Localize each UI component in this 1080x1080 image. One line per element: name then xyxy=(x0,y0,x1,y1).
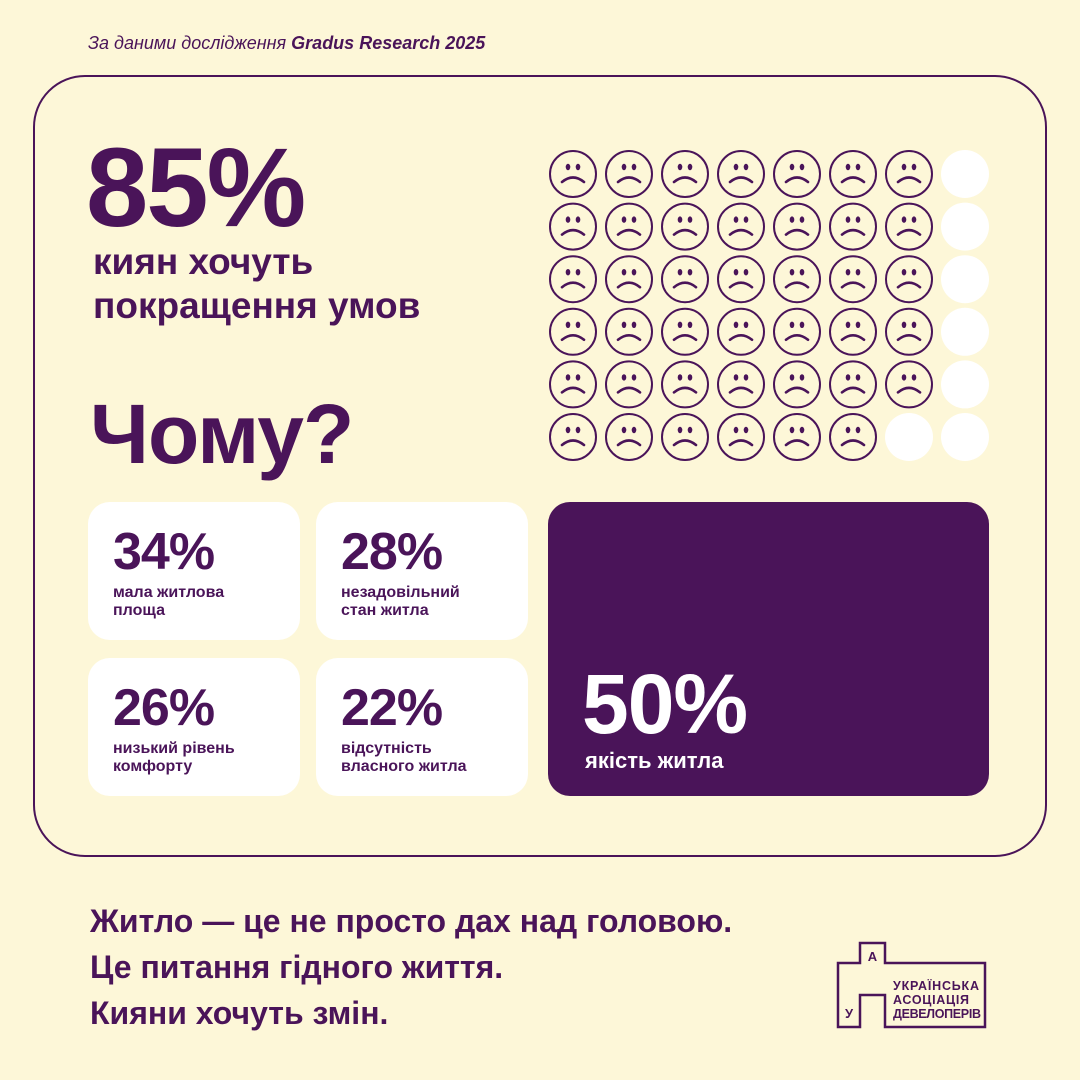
sad-face-icon xyxy=(717,360,765,409)
reason-label: мала житлова площа xyxy=(113,584,225,619)
tagline-line: Житло — це не просто дах над головою. xyxy=(90,903,733,939)
sad-face-icon xyxy=(717,255,765,304)
empty-circle xyxy=(941,360,989,409)
reason-value: 26% xyxy=(113,679,215,737)
reason-label: низький рівень комфорту xyxy=(113,740,235,775)
sad-face-icon xyxy=(661,202,709,251)
sad-face-icon xyxy=(829,307,877,356)
sad-face-icon xyxy=(605,202,653,251)
sad-face-icon xyxy=(885,307,933,356)
sad-face-icon xyxy=(605,255,653,304)
source-prefix: За даними дослідження xyxy=(88,33,292,53)
sad-face-icon xyxy=(661,307,709,356)
sad-face-icon xyxy=(549,150,597,198)
reason-card: 28% незадовільний стан житла xyxy=(316,502,528,640)
sad-face-icon xyxy=(549,413,597,461)
sad-face-icon xyxy=(549,202,597,251)
reason-card: 34% мала житлова площа xyxy=(88,502,300,640)
sad-face-icon xyxy=(885,202,933,251)
sad-face-icon xyxy=(605,360,653,409)
sad-face-icon xyxy=(773,255,821,304)
association-logo: А У УКРАЇНСЬКА АСОЦІАЦІЯ ДЕВЕЛОПЕРІВ xyxy=(836,941,987,1029)
sad-face-icon xyxy=(773,413,821,461)
tagline: Житло — це не просто дах над головою. Це… xyxy=(90,898,732,1036)
reason-value: 34% xyxy=(113,523,215,581)
sad-face-icon xyxy=(549,360,597,409)
headline-text: киян хочуть покращення умов xyxy=(93,240,420,328)
reason-value: 28% xyxy=(341,523,443,581)
headline-value: 85% xyxy=(86,125,306,250)
sad-face-icon xyxy=(773,360,821,409)
sad-face-icon xyxy=(661,255,709,304)
reason-label: відсутність власного житла xyxy=(341,740,467,775)
sad-face-icon xyxy=(829,360,877,409)
logo-letter-a: А xyxy=(868,949,878,964)
sad-face-icon xyxy=(773,202,821,251)
sad-face-icon xyxy=(549,255,597,304)
tagline-line: Це питання гідного життя. xyxy=(90,949,504,985)
sad-face-icon xyxy=(829,202,877,251)
sad-face-icon xyxy=(717,307,765,356)
logo-text: ДЕВЕЛОПЕРІВ xyxy=(893,1007,981,1021)
headline-line-1: киян хочуть xyxy=(93,241,314,282)
source-brand: Gradus Research 2025 xyxy=(291,33,486,53)
pictograph xyxy=(549,150,989,461)
sad-face-icon xyxy=(661,150,709,198)
sad-face-icon xyxy=(717,150,765,198)
sad-face-icon xyxy=(829,255,877,304)
empty-circle xyxy=(941,307,989,356)
question-heading: Чому? xyxy=(90,387,354,481)
sad-face-icon xyxy=(605,150,653,198)
empty-circle xyxy=(941,255,989,304)
reason-value: 22% xyxy=(341,679,443,737)
logo-text: АСОЦІАЦІЯ xyxy=(893,993,969,1007)
sad-face-icon xyxy=(885,360,933,409)
sad-face-icon xyxy=(717,413,765,461)
sad-face-icon xyxy=(829,413,877,461)
empty-circle xyxy=(941,202,989,251)
sad-face-icon xyxy=(661,360,709,409)
sad-face-icon xyxy=(773,150,821,198)
source-note: За даними дослідження Gradus Research 20… xyxy=(88,33,485,54)
sad-face-icon xyxy=(605,307,653,356)
reason-card: 22% відсутність власного житла xyxy=(316,658,528,796)
sad-face-icon xyxy=(885,150,933,198)
empty-circle xyxy=(941,150,989,198)
logo-text: УКРАЇНСЬКА xyxy=(893,978,979,993)
sad-face-icon xyxy=(885,255,933,304)
sad-face-icon xyxy=(717,202,765,251)
reason-card: 26% низький рівень комфорту xyxy=(88,658,300,796)
reason-label: незадовільний стан житла xyxy=(341,584,460,619)
main-frame xyxy=(33,75,1047,857)
sad-face-icon xyxy=(549,307,597,356)
sad-face-icon xyxy=(605,413,653,461)
highlight-value: 50% xyxy=(582,657,748,751)
highlight-card: 50% якість житла xyxy=(548,502,989,796)
empty-circle xyxy=(941,413,989,461)
headline-line-2: покращення умов xyxy=(93,285,421,326)
highlight-label: якість житла xyxy=(585,748,724,773)
sad-face-icon xyxy=(829,150,877,198)
sad-face-icon xyxy=(661,413,709,461)
logo-letter-u: У xyxy=(845,1006,854,1021)
tagline-line: Кияни хочуть змін. xyxy=(90,995,389,1031)
sad-face-icon xyxy=(773,307,821,356)
empty-circle xyxy=(885,413,933,461)
